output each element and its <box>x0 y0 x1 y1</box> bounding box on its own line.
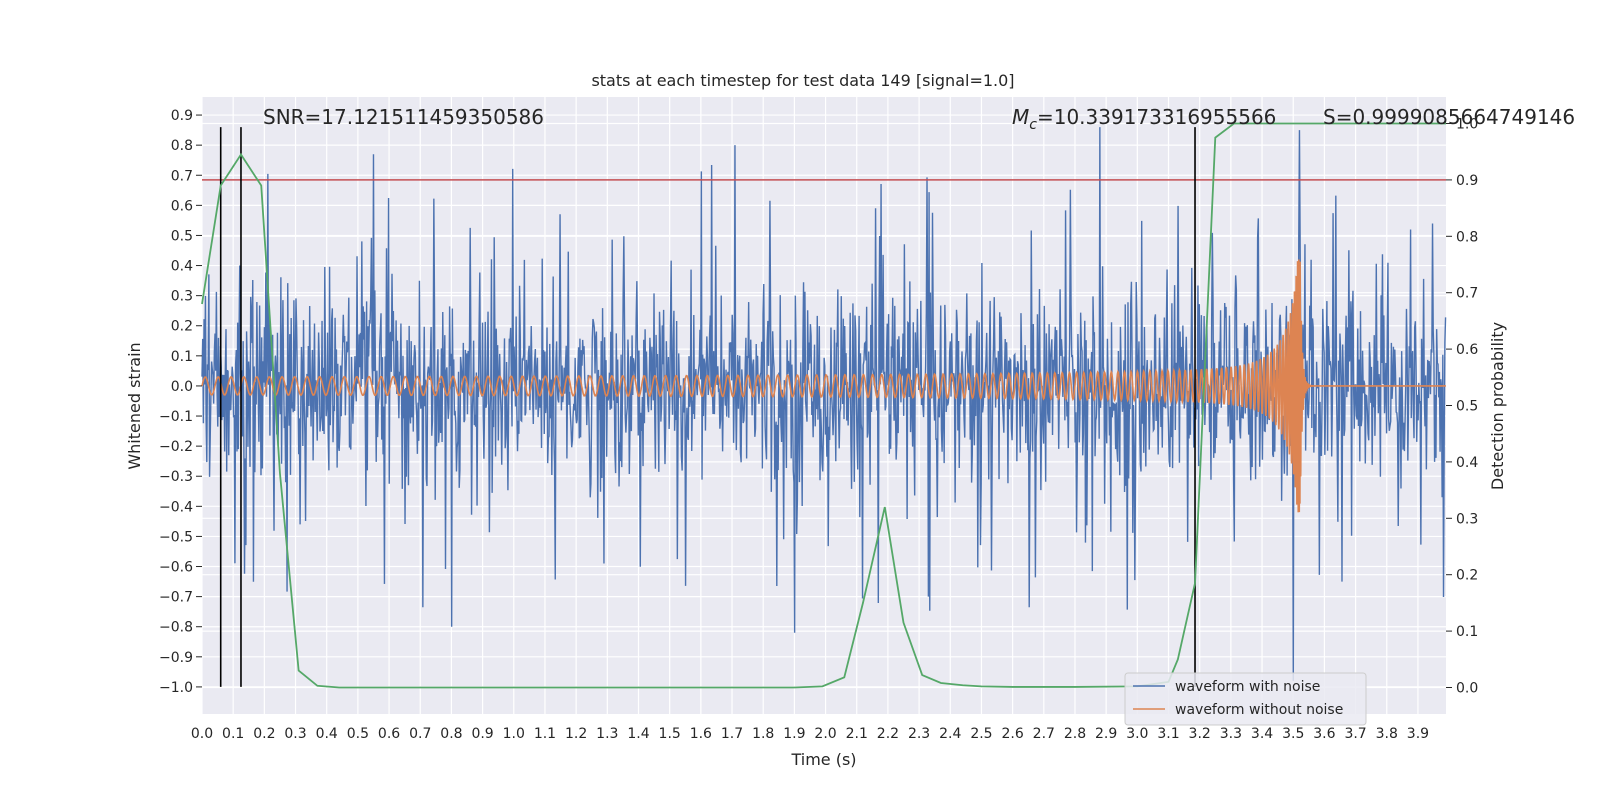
y-tick-label: 0.2 <box>171 319 193 335</box>
x-tick-label: 0.3 <box>284 726 306 742</box>
score-annotation: S=0.9999085664749146 <box>1323 105 1575 129</box>
y-tick-label: 0.1 <box>171 349 193 365</box>
legend: waveform with noise waveform without noi… <box>1124 672 1367 726</box>
y-axis-label: Whitened strain <box>125 342 144 469</box>
x-tick-label: 1.6 <box>690 726 712 742</box>
chart-title: stats at each timestep for test data 149… <box>591 71 1014 90</box>
x-tick-label: 3.5 <box>1282 726 1304 742</box>
y2-tick-label: 1.0 <box>1456 117 1478 133</box>
y2-tick-label: 0.0 <box>1456 680 1478 696</box>
x-tick-label: 2.8 <box>1064 726 1086 742</box>
y-tick-label: 0.5 <box>171 228 193 244</box>
vertical-lines <box>219 127 1196 687</box>
y-tick-label: −0.6 <box>159 560 193 576</box>
y-tick-label: −0.7 <box>159 590 193 606</box>
chirp-mass-subscript: c <box>1029 117 1037 133</box>
x-tick-label: 2.7 <box>1033 726 1055 742</box>
x-tick-label: 1.7 <box>721 726 743 742</box>
y-tick-label: 0.6 <box>171 198 193 214</box>
x-tick-label: 0.9 <box>471 726 493 742</box>
x-tick-label: 0.7 <box>409 726 431 742</box>
x-tick-label: 2.5 <box>970 726 992 742</box>
x-tick-label: 2.2 <box>877 726 899 742</box>
x-tick-label: 2.1 <box>846 726 868 742</box>
x-tick-label: 3.6 <box>1313 726 1335 742</box>
y-tick-label: −1.0 <box>159 680 193 696</box>
x-tick-label: 3.2 <box>1189 726 1211 742</box>
x-tick-label: 3.1 <box>1157 726 1179 742</box>
y2-tick-label: 0.9 <box>1456 173 1478 189</box>
x-tick-label: 1.1 <box>534 726 556 742</box>
y-axis-ticks: 0.9 0.8 0.7 0.6 0.5 0.4 0.3 0.2 0.1 0.0 −0.1 −0.2 −0… <box>159 108 202 696</box>
x-tick-label: 3.4 <box>1251 726 1273 742</box>
y-tick-label: −0.9 <box>159 650 193 666</box>
y2-tick-label: 0.8 <box>1456 229 1478 245</box>
chirp-mass-annotation: Mc=10.339173316955566 <box>1012 105 1276 133</box>
y2-axis-label: Detection probability <box>1488 322 1507 490</box>
chirp-mass-symbol: M <box>1012 105 1029 129</box>
y-tick-label: 0.0 <box>171 379 193 395</box>
x-tick-label: 1.8 <box>752 726 774 742</box>
y2-axis-ticks: 1.0 0.9 0.8 0.7 0.6 0.5 0.4 0.3 0.2 0.1 0.0 <box>1446 117 1478 696</box>
x-tick-label: 0.2 <box>253 726 275 742</box>
x-tick-label: 1.3 <box>596 726 618 742</box>
x-axis-ticks: 0.0 0.1 0.2 0.3 0.4 0.5 0.6 0.7 0.8 0.9 1.0 1.1 1.2 1… <box>191 726 1429 742</box>
x-tick-label: 2.9 <box>1095 726 1117 742</box>
legend-label-waveform-with-noise: waveform with noise <box>1175 679 1320 695</box>
y-tick-label: −0.2 <box>159 439 193 455</box>
x-tick-label: 3.9 <box>1407 726 1429 742</box>
y-tick-label: 0.8 <box>171 138 193 154</box>
x-tick-label: 3.7 <box>1344 726 1366 742</box>
x-tick-label: 1.2 <box>565 726 587 742</box>
legend-label-waveform-without-noise: waveform without noise <box>1175 702 1343 718</box>
x-tick-label: 0.5 <box>347 726 369 742</box>
series-line-waveform-without-noise <box>201 259 1446 513</box>
x-tick-label: 0.0 <box>191 726 213 742</box>
series-line-detection-probability <box>201 122 1446 689</box>
x-axis-label: Time (s) <box>790 750 856 769</box>
y-tick-label: −0.8 <box>159 620 193 636</box>
x-tick-label: 2.0 <box>814 726 836 742</box>
x-tick-label: 0.8 <box>440 726 462 742</box>
y2-tick-label: 0.5 <box>1456 399 1478 415</box>
x-tick-label: 3.8 <box>1376 726 1398 742</box>
y-tick-label: −0.4 <box>159 499 193 515</box>
x-tick-label: 1.0 <box>503 726 525 742</box>
y2-tick-label: 0.1 <box>1456 624 1478 640</box>
y-tick-label: 0.7 <box>171 168 193 184</box>
x-tick-label: 0.6 <box>378 726 400 742</box>
y-tick-label: 0.3 <box>171 289 193 305</box>
y-tick-label: −0.3 <box>159 469 193 485</box>
y-tick-label: −0.1 <box>159 409 193 425</box>
x-tick-label: 2.6 <box>1001 726 1023 742</box>
snr-annotation: SNR=17.121511459350586 <box>263 105 544 129</box>
x-tick-label: 3.3 <box>1220 726 1242 742</box>
y2-tick-label: 0.2 <box>1456 568 1478 584</box>
x-tick-label: 1.4 <box>627 726 649 742</box>
x-tick-label: 0.4 <box>316 726 338 742</box>
y2-tick-label: 0.3 <box>1456 511 1478 527</box>
y-tick-label: −0.5 <box>159 529 193 545</box>
x-tick-label: 2.4 <box>939 726 961 742</box>
x-tick-label: 1.5 <box>659 726 681 742</box>
x-tick-label: 1.9 <box>783 726 805 742</box>
y-tick-label: 0.9 <box>171 108 193 124</box>
y2-tick-label: 0.4 <box>1456 455 1478 471</box>
y-tick-label: 0.4 <box>171 259 193 275</box>
y2-tick-label: 0.7 <box>1456 286 1478 302</box>
x-tick-label: 0.1 <box>222 726 244 742</box>
x-tick-label: 2.3 <box>908 726 930 742</box>
chirp-mass-value: =10.339173316955566 <box>1037 105 1276 129</box>
x-tick-label: 3.0 <box>1126 726 1148 742</box>
y2-tick-label: 0.6 <box>1456 342 1478 358</box>
legend-box <box>1124 672 1367 726</box>
